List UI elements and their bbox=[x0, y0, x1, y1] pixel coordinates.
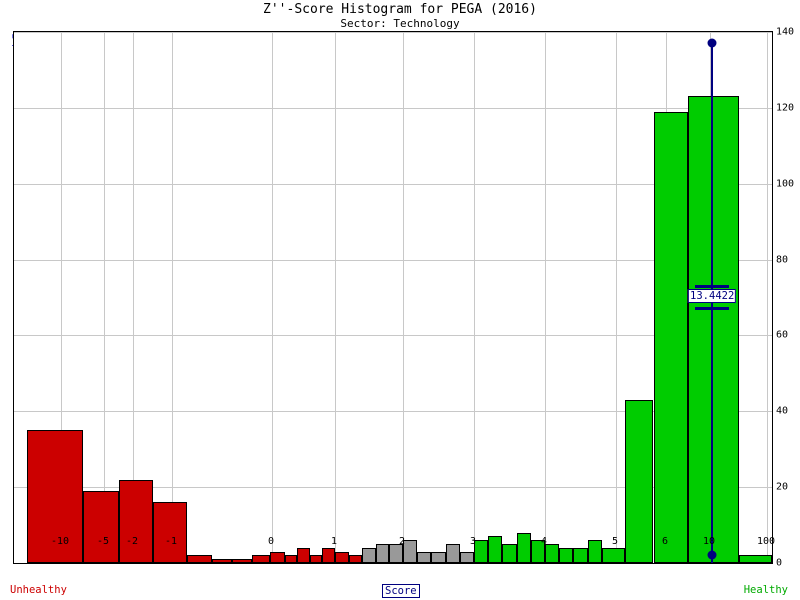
histogram-bar bbox=[348, 555, 363, 563]
x-axis-tick: 6 bbox=[661, 536, 669, 547]
histogram-bar bbox=[431, 551, 446, 563]
y-gridline bbox=[14, 183, 772, 185]
x-gridline bbox=[335, 32, 336, 563]
histogram-bar bbox=[488, 536, 503, 563]
x-axis-tick: 0 bbox=[267, 536, 275, 547]
x-axis-tick: 4 bbox=[540, 536, 548, 547]
histogram-bar bbox=[297, 547, 310, 563]
histogram-bar bbox=[362, 547, 376, 563]
x-gridline bbox=[767, 32, 768, 563]
histogram-bar bbox=[118, 479, 153, 563]
x-axis-tick: 10 bbox=[702, 536, 716, 547]
histogram-bar bbox=[516, 532, 531, 563]
y-gridline bbox=[14, 259, 772, 261]
histogram-bar bbox=[403, 540, 418, 563]
x-axis-tick: 1 bbox=[330, 536, 338, 547]
healthy-note: Healthy bbox=[743, 584, 788, 596]
y-axis-tick: 60 bbox=[776, 329, 789, 341]
y-axis-tick: 0 bbox=[776, 557, 783, 569]
histogram-bar bbox=[309, 555, 323, 563]
y-axis-tick: 100 bbox=[776, 178, 795, 190]
score-marker-line bbox=[711, 43, 714, 563]
histogram-bar bbox=[284, 555, 298, 563]
histogram-bar bbox=[270, 551, 285, 563]
histogram-bar bbox=[252, 555, 271, 563]
x-gridline bbox=[104, 32, 105, 563]
x-gridline bbox=[616, 32, 617, 563]
x-gridline bbox=[474, 32, 475, 563]
histogram-bar bbox=[587, 540, 602, 563]
histogram-bar bbox=[459, 551, 474, 563]
histogram-bar bbox=[322, 547, 336, 563]
x-axis-tick: -2 bbox=[125, 536, 139, 547]
histogram-bar bbox=[375, 544, 390, 563]
plot-area: 0 20 40 60 80 100 120 140 13.4422 bbox=[13, 27, 794, 569]
histogram-bar bbox=[738, 555, 772, 563]
y-axis-tick: 120 bbox=[776, 102, 795, 114]
x-axis-tick: 100 bbox=[756, 536, 776, 547]
histogram-bar bbox=[232, 559, 252, 563]
x-gridline bbox=[133, 32, 134, 563]
histogram-bar bbox=[545, 544, 560, 563]
histogram-bar bbox=[502, 544, 517, 563]
x-gridline bbox=[403, 32, 404, 563]
histogram-bar bbox=[152, 502, 187, 563]
x-axis-tick: -5 bbox=[96, 536, 110, 547]
histogram-bar bbox=[335, 551, 349, 563]
y-gridline bbox=[14, 32, 772, 33]
x-gridline bbox=[61, 32, 62, 563]
y-gridline bbox=[14, 335, 772, 337]
chart-subtitle: Sector: Technology bbox=[340, 17, 460, 30]
x-axis-tick: 2 bbox=[398, 536, 406, 547]
histogram-bar bbox=[445, 544, 460, 563]
x-gridline bbox=[172, 32, 173, 563]
histogram-bar bbox=[82, 490, 119, 563]
histogram-bar bbox=[653, 111, 688, 563]
histogram-bar bbox=[474, 540, 489, 563]
histogram-bar bbox=[417, 551, 432, 563]
histogram-bar bbox=[573, 547, 588, 563]
y-axis-tick: 140 bbox=[776, 26, 795, 38]
score-marker-top-dot bbox=[707, 38, 717, 48]
y-gridline bbox=[14, 487, 772, 489]
x-axis-tick: -10 bbox=[50, 536, 70, 547]
histogram-bar bbox=[212, 559, 232, 563]
histogram-bar bbox=[624, 399, 654, 563]
y-axis-tick: 40 bbox=[776, 405, 789, 417]
x-axis-tick: -1 bbox=[164, 536, 178, 547]
histogram-bar bbox=[601, 547, 625, 563]
x-axis-label: Score bbox=[382, 584, 420, 598]
histogram-bar bbox=[389, 544, 404, 563]
chart-title: Z''-Score Histogram for PEGA (2016) bbox=[263, 2, 537, 17]
y-axis-tick: 20 bbox=[776, 481, 789, 493]
x-axis-tick: 3 bbox=[469, 536, 477, 547]
y-gridline bbox=[14, 107, 772, 109]
score-marker-cap-upper bbox=[695, 284, 730, 288]
histogram-bar bbox=[187, 555, 212, 563]
histogram-bar bbox=[559, 547, 574, 563]
x-axis-tick: 5 bbox=[611, 536, 619, 547]
histogram-bar bbox=[27, 430, 83, 563]
unhealthy-note: Unhealthy bbox=[10, 584, 67, 596]
x-gridline bbox=[272, 32, 273, 563]
score-marker-label: 13.4422 bbox=[688, 288, 737, 303]
histogram-bar bbox=[530, 540, 545, 563]
score-marker-bottom-dot bbox=[707, 550, 717, 560]
x-gridline bbox=[545, 32, 546, 563]
score-marker-cap-lower bbox=[695, 306, 730, 310]
y-gridline bbox=[14, 411, 772, 413]
y-axis-tick: 80 bbox=[776, 254, 789, 266]
histogram-bar bbox=[688, 96, 739, 563]
